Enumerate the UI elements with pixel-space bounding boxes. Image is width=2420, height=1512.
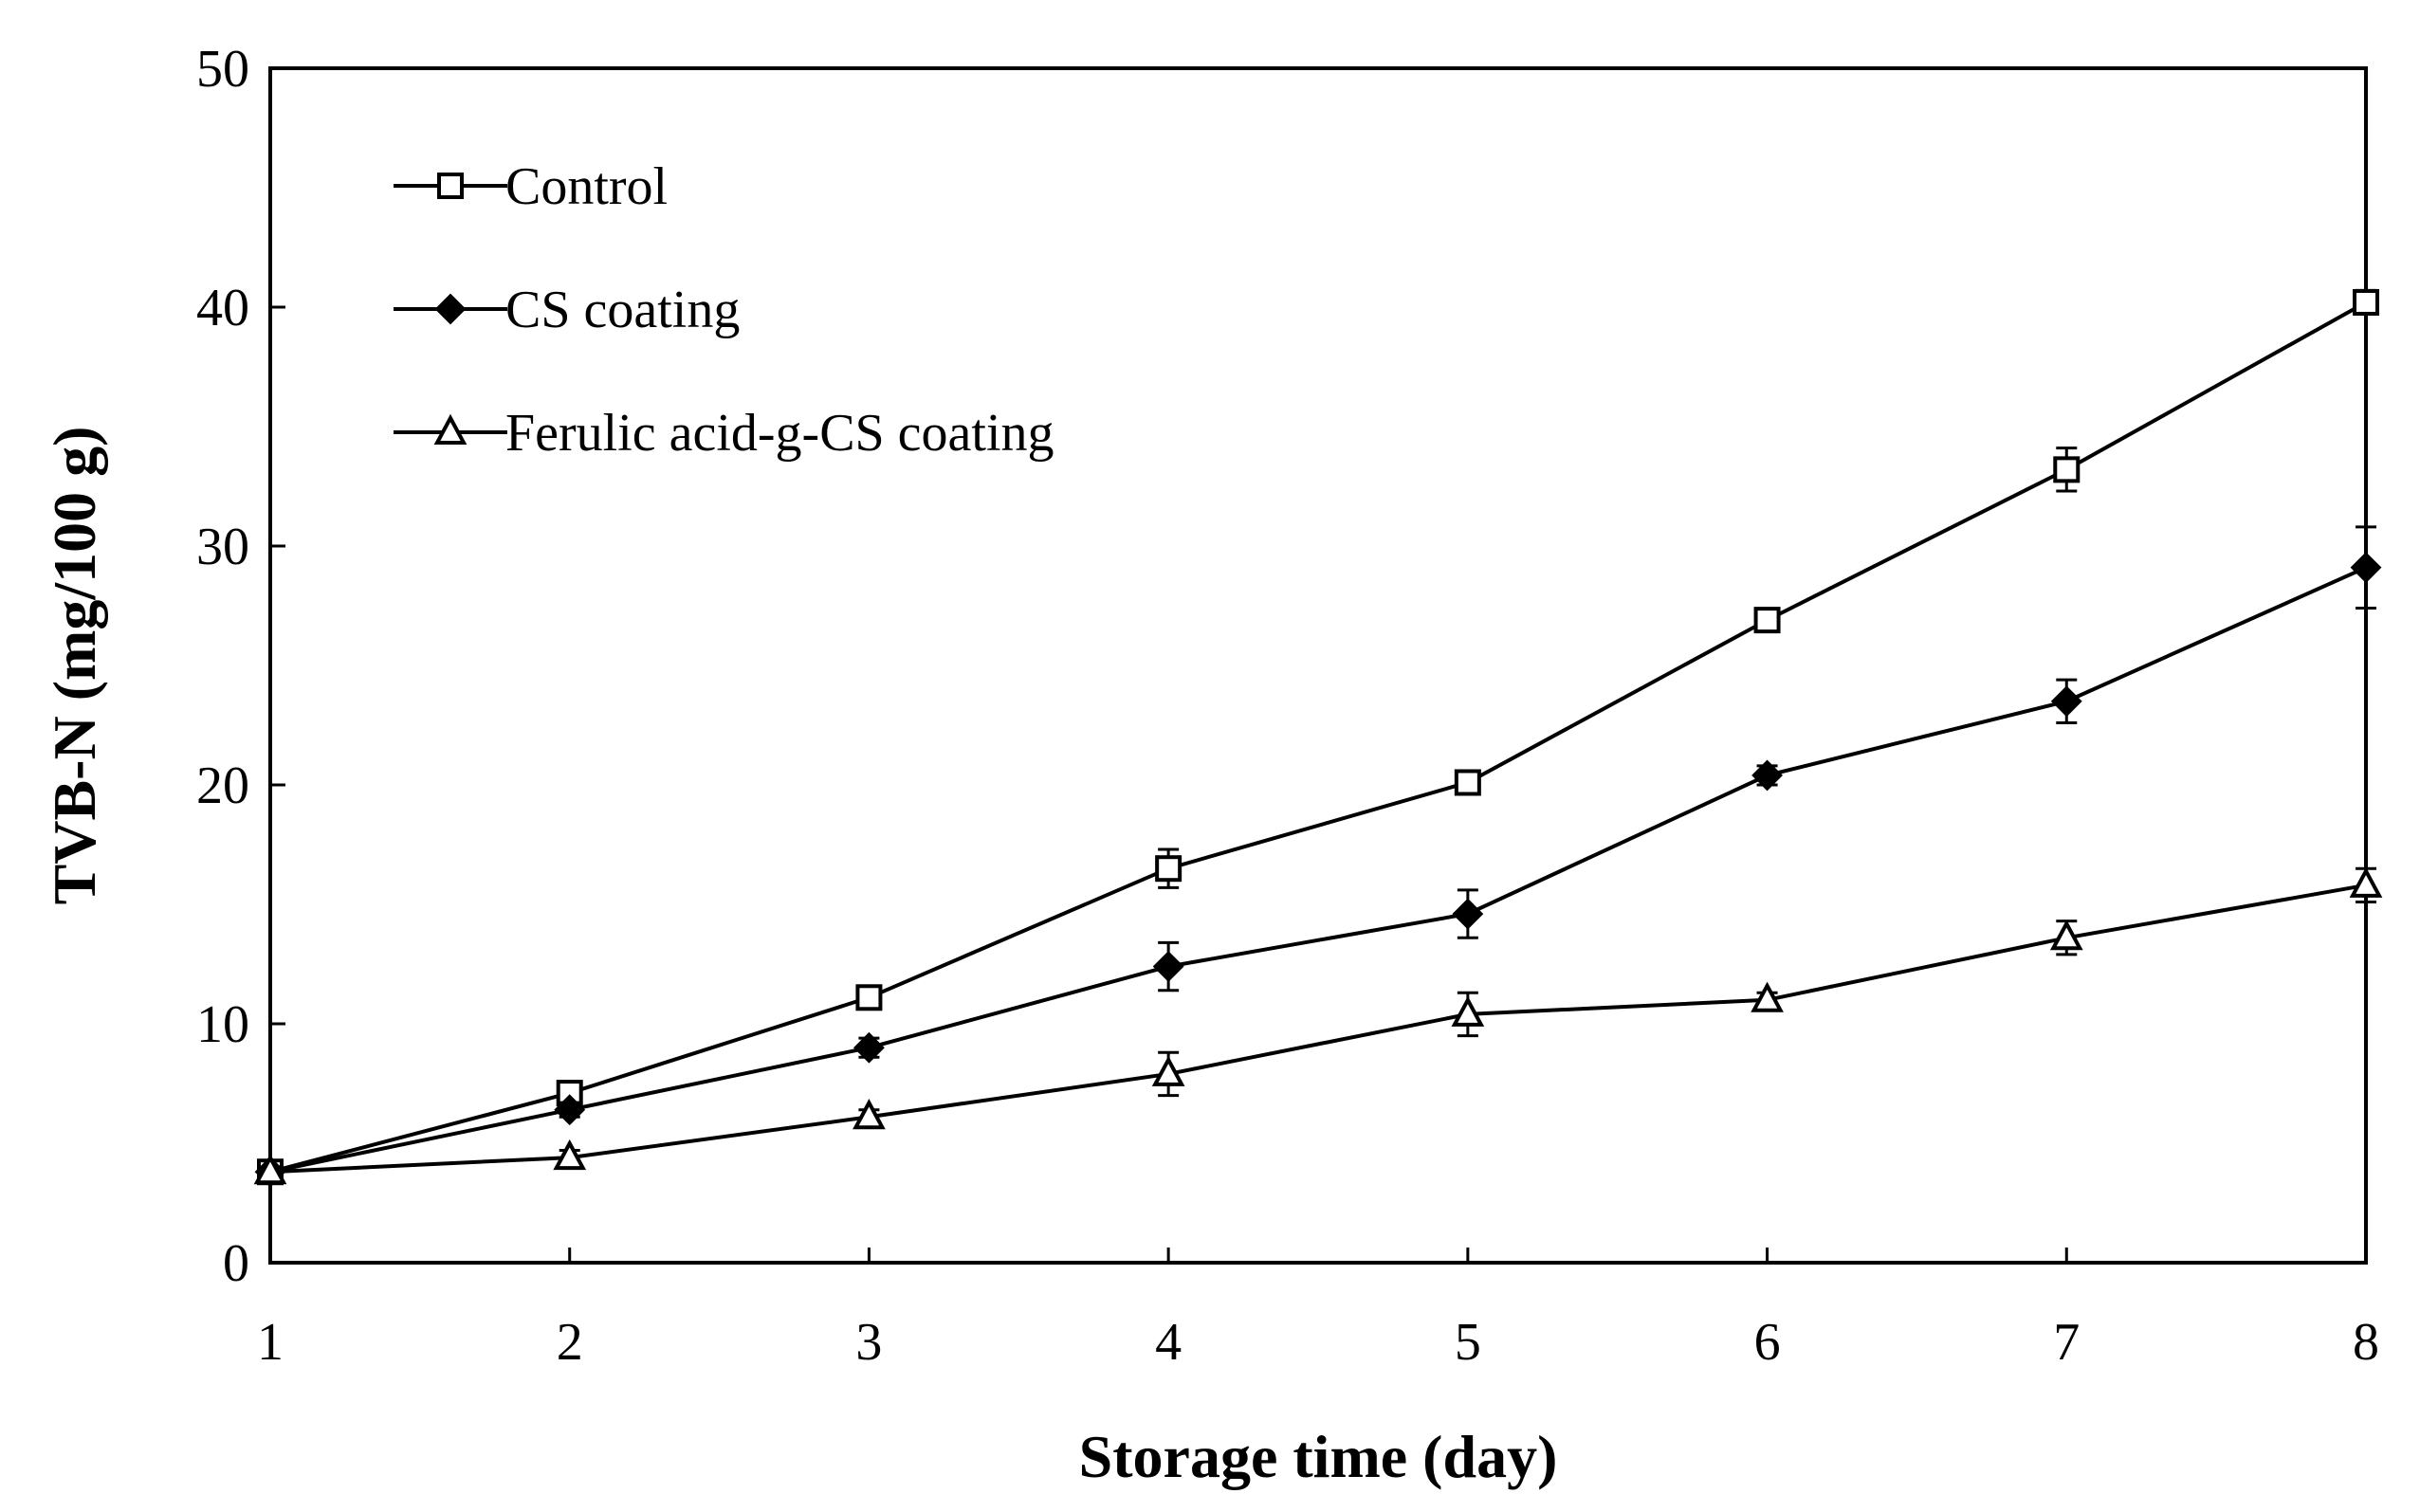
x-tick-label: 1 — [257, 1313, 284, 1372]
plot-area-frame — [268, 66, 2368, 1265]
y-tick-label: 30 — [196, 518, 249, 576]
series-line — [269, 565, 2367, 1175]
y-axis-title: TVB-N (mg/100 g) — [41, 427, 108, 905]
data-point-ferulic-acid — [1451, 995, 1485, 1027]
plot-series — [253, 288, 2383, 1188]
data-point-ferulic-acid — [1151, 1055, 1185, 1086]
data-point-ferulic-acid — [2349, 866, 2383, 898]
y-tick-label: 20 — [196, 756, 249, 815]
data-point-control — [437, 173, 464, 199]
data-point-cs-coating — [1152, 951, 1184, 982]
data-point-control — [2053, 456, 2081, 483]
y-tick-label: 10 — [196, 995, 249, 1054]
x-tick-label: 6 — [1754, 1313, 1781, 1372]
x-tick-label: 8 — [2353, 1313, 2379, 1372]
data-point-ferulic-acid — [553, 1139, 587, 1171]
series-line — [269, 883, 2367, 1175]
x-tick-label: 2 — [557, 1313, 583, 1372]
data-point-ferulic-acid — [433, 413, 468, 445]
data-point-cs-coating — [554, 1094, 586, 1126]
data-point-control — [1155, 855, 1182, 883]
x-axis-title: Storage time (day) — [1079, 1423, 1558, 1490]
data-point-control — [1753, 607, 1781, 634]
data-point-ferulic-acid — [852, 1099, 886, 1130]
x-tick-label: 7 — [2053, 1313, 2080, 1372]
y-tick-label: 0 — [223, 1234, 249, 1293]
series-2 — [253, 866, 2383, 1185]
y-tick-label: 50 — [196, 40, 249, 99]
x-tick-label: 5 — [1455, 1313, 1481, 1372]
data-point-control — [855, 984, 883, 1011]
data-point-control — [1454, 769, 1481, 796]
x-axis: 1 2 3 4 5 6 7 8 — [257, 1248, 2379, 1372]
legend-label: CS coating — [505, 281, 740, 339]
x-tick-label: 3 — [855, 1313, 882, 1372]
data-point-ferulic-acid — [2049, 920, 2083, 951]
legend-label: Control — [505, 157, 668, 216]
y-axis: 0 10 20 30 40 50 — [196, 40, 285, 1293]
series-line — [269, 301, 2367, 1175]
data-point-cs-coating — [2350, 552, 2382, 584]
data-point-cs-coating — [434, 293, 467, 325]
data-point-cs-coating — [853, 1031, 885, 1064]
data-point-ferulic-acid — [1751, 981, 1784, 1012]
data-point-cs-coating — [1751, 759, 1783, 792]
data-point-cs-coating — [2050, 685, 2082, 718]
data-point-cs-coating — [1452, 898, 1484, 930]
data-point-ferulic-acid — [253, 1154, 287, 1185]
y-tick-label: 40 — [196, 279, 249, 337]
legend-label: Ferulic acid-g-CS coating — [505, 404, 1054, 463]
x-tick-label: 4 — [1155, 1313, 1182, 1372]
data-point-control — [2353, 288, 2379, 316]
legend: Control CS coating Ferulic acid-g-CS coati… — [394, 157, 1054, 463]
